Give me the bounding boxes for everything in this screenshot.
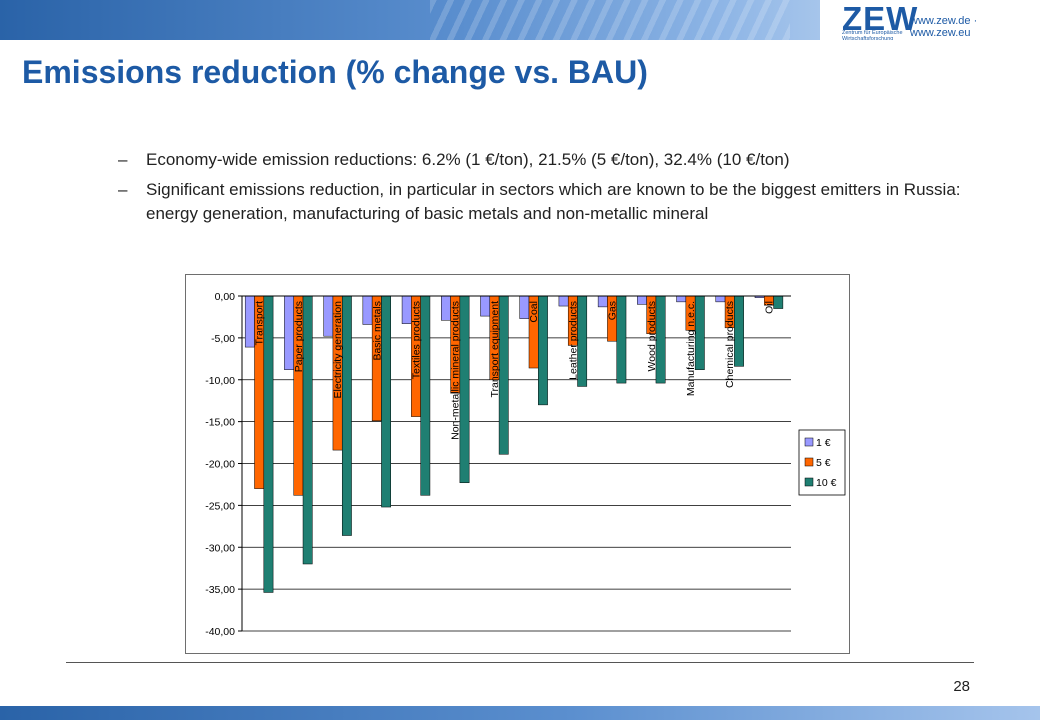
legend-swatch <box>804 457 814 467</box>
legend-label: 5 € <box>816 457 831 469</box>
y-tick-label: -30,00 <box>205 542 235 554</box>
logo-subtext: Zentrum für Europäische Wirtschaftsforsc… <box>842 30 903 40</box>
y-tick-label: -25,00 <box>205 500 235 512</box>
bullet-list: – Economy-wide emission reductions: 6.2%… <box>118 148 978 232</box>
logo-area: ZEW Zentrum für Europäische Wirtschaftsf… <box>820 0 1040 40</box>
bar <box>715 295 726 303</box>
category-label: Transport <box>254 301 266 346</box>
category-label: Electricity generation <box>332 301 344 399</box>
legend-swatch <box>804 477 814 487</box>
category-label: Gas <box>607 301 619 320</box>
y-tick-label: -20,00 <box>205 459 235 471</box>
y-tick-label: -35,00 <box>205 584 235 596</box>
bullet-dash: – <box>118 180 128 199</box>
page-number: 28 <box>953 678 970 695</box>
category-label: Textiles products <box>411 301 423 379</box>
category-label: Leather products <box>567 301 579 380</box>
bar <box>676 295 687 303</box>
bullet-text: Economy-wide emission reductions: 6.2% (… <box>146 150 790 169</box>
legend-swatch <box>804 437 814 447</box>
slide-title: Emissions reduction (% change vs. BAU) <box>22 54 648 90</box>
category-label: Basic metals <box>371 301 383 361</box>
y-tick-label: -40,00 <box>205 626 235 638</box>
emissions-bar-chart: 0,00 -5,00 -10,00 -15,00 -20,00 -25,00 -30,00 -… <box>205 291 846 638</box>
legend-label: 10 € <box>816 477 837 489</box>
bullet-text: Significant emissions reduction, in part… <box>146 180 961 223</box>
category-label: Wood products <box>646 301 658 371</box>
header-stripes <box>430 0 790 40</box>
y-tick-label: -15,00 <box>205 417 235 429</box>
y-tick-label: -10,00 <box>205 375 235 387</box>
bullet-item: – Economy-wide emission reductions: 6.2%… <box>118 148 978 172</box>
bullet-dash: – <box>118 150 128 169</box>
category-label: Coal <box>528 301 540 323</box>
category-label: Oil <box>763 301 775 314</box>
chart-container: 0,00 -5,00 -10,00 -15,00 -20,00 -25,00 -30,00 -… <box>185 274 850 654</box>
header-band: ZEW Zentrum für Europäische Wirtschaftsf… <box>0 0 1040 40</box>
footer-band <box>0 706 1040 720</box>
category-label: Chemical products <box>724 301 736 388</box>
y-tick-label: -5,00 <box>211 333 235 345</box>
website-url: www.zew.de · www.zew.eu <box>910 15 978 39</box>
category-label: Non-metallic mineral products <box>450 301 462 440</box>
category-label: Paper products <box>293 301 305 372</box>
category-label: Manufacturing n.e.c. <box>685 301 697 396</box>
footer-rule <box>66 662 974 663</box>
zew-logo: ZEW <box>842 0 919 37</box>
bullet-item: – Significant emissions reduction, in pa… <box>118 178 978 226</box>
category-label: Transport equipment <box>489 301 501 398</box>
legend-label: 1 € <box>816 437 831 449</box>
y-tick-label: 0,00 <box>215 291 236 303</box>
